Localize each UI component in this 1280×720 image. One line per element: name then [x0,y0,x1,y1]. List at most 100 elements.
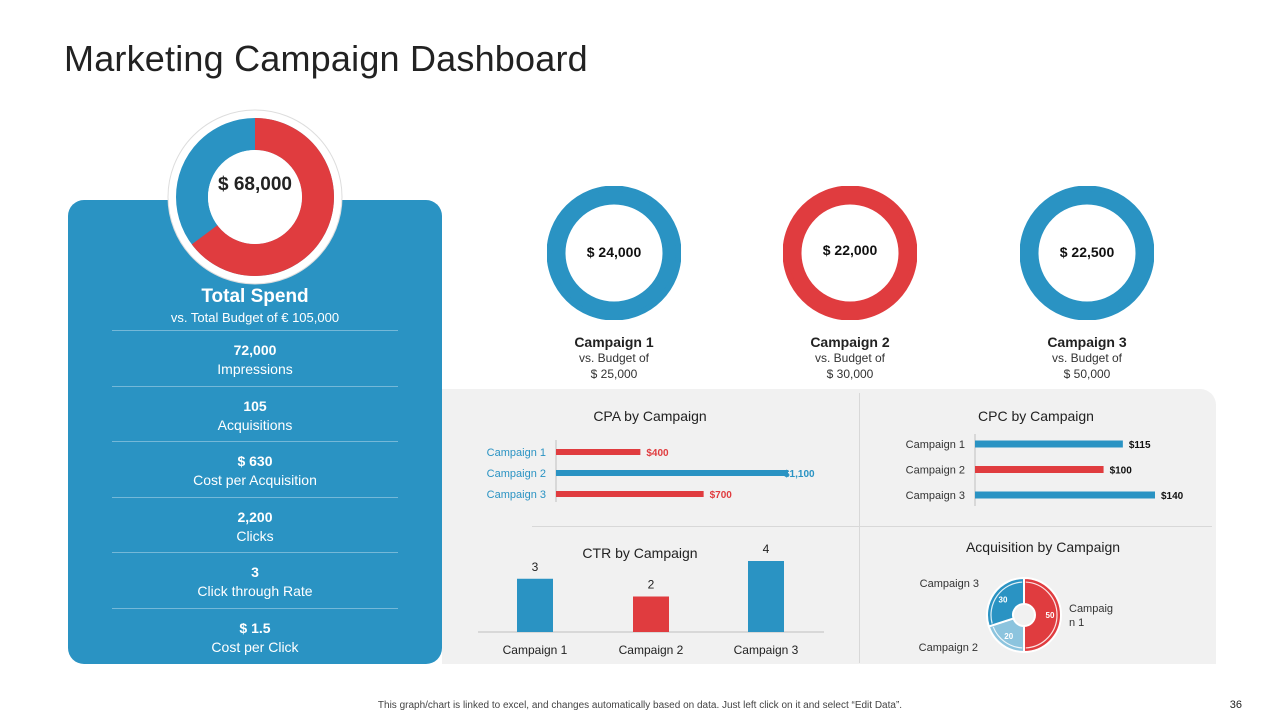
kpi-list: 72,000 Impressions 105 Acquisitions $ 63… [112,330,398,663]
pie-slice-ring [992,626,1023,649]
campaign-budget-value: $ 50,000 [1063,367,1111,381]
category-label: Campaign 3 [920,578,979,590]
campaign-3-gauge [1020,186,1154,320]
pie-slice[interactable] [986,576,1025,628]
kpi-label: Impressions [217,361,293,377]
data-label: 3 [532,560,539,574]
total-spend-title: Total Spend [201,286,309,307]
page-title: Marketing Campaign Dashboard [64,38,588,79]
ctr-chart-title: CTR by Campaign [582,545,698,561]
footer-note: This graph/chart is linked to excel, and… [377,700,903,711]
kpi-value: 2,200 [237,508,273,525]
acquisition-chart-title: Acquisition by Campaign [965,539,1121,555]
donut-hole [208,150,302,244]
donut-spend-arc [191,118,334,276]
campaign-budget-label: vs. Budget of [1051,351,1123,365]
cpc-chart[interactable]: Campaign 1 $115 Campaign 2 $100 Campaign 3 $1… [880,432,1210,508]
kpi-label: Clicks [236,527,274,544]
category-label: Campaign 3 [734,643,799,657]
gauge-spend-ring [547,186,681,320]
campaign-3-card[interactable]: $ 22,500 Campaign 3 vs. Budget of $ 50,0… [1007,186,1167,382]
bar[interactable] [633,596,669,633]
pie-slice-ring [990,581,1023,624]
category-label: Campaign 1 [503,643,568,657]
category-label: Campaign 1 [906,439,965,451]
ctr-chart[interactable]: 3 Campaign 1 2 Campaign 2 4 Campaign 3 [476,540,826,662]
total-spend-heading: Total Spend vs. Total Budget of € 105,00… [68,286,442,325]
cpa-chart[interactable]: Campaign 1 $400 Campaign 2 $1,100 Campaign 3… [470,438,850,504]
bar[interactable] [517,578,553,632]
data-label: $400 [646,448,669,459]
charts-vertical-divider [859,393,860,663]
kpi-label: Click through Rate [197,583,313,599]
campaign-budget-value: $ 30,000 [826,367,874,381]
kpi-label: Cost per Acquisition [193,472,317,488]
category-label: Campaign 2 [487,468,546,480]
category-label: Campaign 1 [487,447,546,459]
campaign-name: Campaign 1 [574,334,654,350]
gauge-spend-ring [783,186,917,320]
gauge-spend-ring [1020,186,1154,320]
kpi-value: 3 [251,564,259,580]
kpi-value: 72,000 [233,342,277,358]
kpi-clicks: 2,200 Clicks [112,496,398,553]
bar[interactable] [975,466,1104,473]
campaign-name: Campaign 3 [1047,334,1127,350]
category-label: Campaign 3 [906,490,965,502]
data-label: 50 [1046,611,1055,620]
bar[interactable] [556,470,788,476]
bar[interactable] [556,449,641,455]
data-label: 4 [763,542,770,556]
campaign-2-gauge [783,186,917,320]
campaign-spend-value: $ 24,000 [586,244,642,260]
kpi-value: $ 630 [237,453,273,469]
bar[interactable] [975,491,1155,499]
pie-slice-ring [1025,581,1058,649]
charts-horizontal-divider [532,526,1212,527]
campaign-name: Campaign 2 [810,334,890,350]
total-spend-donut[interactable]: $ 68,000 [165,107,345,287]
total-budget-label: vs. Total Budget of € 105,000 [170,310,340,325]
kpi-label: Acquisitions [217,416,293,433]
kpi-impressions: 72,000 Impressions [112,330,398,386]
data-label: $140 [1161,491,1184,502]
data-label: 20 [1004,632,1013,641]
campaign-2-card[interactable]: $ 22,000 Campaign 2 vs. Budget of $ 30,0… [770,186,930,382]
category-label: Campaign 2 [906,465,965,477]
category-label: Campaign 3 [487,489,546,501]
gauge-budget-arc [1086,187,1153,316]
gauge-budget-arc [784,187,916,319]
campaign-budget-value: $ 25,000 [590,367,638,381]
campaign-1-gauge [547,186,681,320]
page-number: 36 [1229,699,1242,711]
kpi-acquisitions: 105 Acquisitions [112,385,398,442]
category-label: Campaign 2 [619,643,684,657]
kpi-cost-per-click: $ 1.5 Cost per Click [112,607,398,664]
data-label: $1,100 [784,469,815,480]
kpi-value: $ 1.5 [239,619,271,636]
pie-slice[interactable] [1023,576,1062,654]
bar[interactable] [748,561,784,632]
campaign-budget-label: vs. Budget of [814,351,886,365]
data-label: $700 [710,490,733,501]
category-label: Campaign 2 [919,642,978,654]
acquisition-chart[interactable]: 50 20 30 Campaig n 1 Campaign 2 Campaign 3 [900,565,1160,661]
campaign-spend-value: $ 22,500 [1059,244,1115,260]
data-label: $115 [1129,440,1151,451]
campaign-budget-label: vs. Budget of [578,351,650,365]
bar[interactable] [975,440,1123,448]
cpc-chart-title: CPC by Campaign [978,408,1094,424]
data-label: $100 [1110,466,1133,477]
kpi-click-through-rate: 3 Click through Rate [112,552,398,608]
data-label: 2 [648,578,655,592]
bar[interactable] [556,491,704,497]
data-label: 30 [999,596,1008,605]
total-spend-value: $ 68,000 [218,174,292,195]
cpa-chart-title: CPA by Campaign [593,408,707,424]
kpi-cost-per-acquisition: $ 630 Cost per Acquisition [112,441,398,497]
campaign-spend-value: $ 22,000 [822,242,878,258]
gauge-budget-arc [548,187,680,319]
campaign-1-card[interactable]: $ 24,000 Campaign 1 vs. Budget of $ 25,0… [534,186,694,382]
kpi-label: Cost per Click [211,638,299,655]
